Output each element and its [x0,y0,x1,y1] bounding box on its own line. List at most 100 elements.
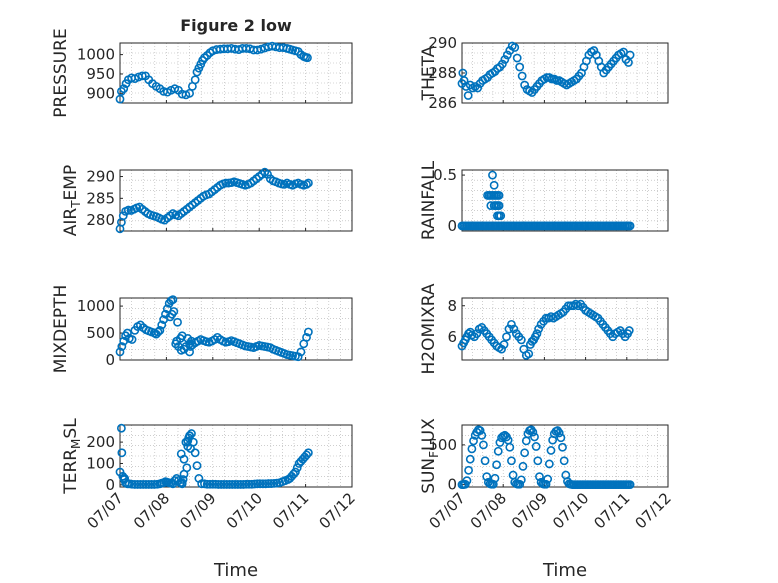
data-point [119,84,129,94]
data-point [464,465,473,475]
data-point [192,461,202,471]
data-point [624,326,634,335]
ytick-label: 0 [105,351,115,369]
data-point [137,71,147,81]
figure-title: Figure 2 low [180,16,292,35]
data-point [208,479,218,489]
data-point [213,480,223,489]
data-point [477,430,487,440]
data-point [190,75,200,85]
data-point [497,59,507,69]
xtick-label: 07/07 [84,489,127,532]
ylabel: PRESSURE [51,28,71,117]
data-point [236,480,246,489]
data-point [528,427,538,437]
data-point [535,472,544,482]
grid [462,170,668,231]
grid [462,298,668,360]
data-point [302,179,311,189]
data-point [185,347,194,357]
data-point [475,426,485,435]
subplot-h2omixra: 6 8 H2OMIXRA [419,283,669,375]
ylabel: AIRTEMP [61,165,83,236]
subplot-mixdepth: 0 500 1000 MIXDEPTH [51,285,353,374]
data-point [502,50,512,60]
data-point [543,474,553,484]
data-point [517,71,527,81]
ytick-label: 290 [86,168,115,186]
ytick-label: 200 [86,433,115,451]
data-point [559,456,569,466]
ytick-label: 900 [86,84,115,102]
data-point [168,295,178,305]
data-point [303,178,313,188]
data-point [256,44,266,54]
ytick-label: 290 [428,34,457,52]
data-point [244,479,254,489]
data-point [493,446,503,456]
axes-frame [119,297,353,361]
ytick-label: 285 [86,189,115,207]
xtick-label: 07/11 [590,489,633,532]
data-point [512,53,522,63]
series-points [457,41,635,100]
series-points [457,299,634,360]
data-point [255,479,265,489]
data-point [509,324,519,334]
data-point [484,191,494,200]
data-point [202,479,212,489]
ytick-label: 0 [447,217,457,235]
data-point [532,329,542,339]
series-points [115,41,312,104]
data-point [241,479,251,489]
ytick-label: 286 [428,94,457,112]
data-point [625,50,635,60]
data-point [544,459,554,469]
data-point [130,480,140,489]
ylabel: MIXDEPTH [51,285,71,374]
ytick-label: 6 [447,328,457,346]
ytick-label: 0 [447,476,457,494]
data-point [127,335,137,344]
xtick-label: 07/12 [632,489,675,532]
ylabel: TERRMSL [61,418,83,495]
data-point [488,479,498,489]
data-point [507,456,516,466]
data-point [463,91,473,100]
data-point [138,480,148,489]
data-point [182,463,192,473]
data-point [296,347,306,357]
series-points [115,167,313,234]
data-point [482,472,492,482]
data-point [500,55,510,64]
data-point [187,336,196,346]
data-point [516,475,526,485]
axes-frame [461,169,669,232]
xlabel: Time [542,560,587,581]
data-point [520,80,530,90]
xtick-label: 07/10 [549,489,592,532]
data-point [153,327,163,337]
data-point [530,432,539,442]
data-point [290,467,300,477]
data-point [488,191,497,200]
data-point [303,448,313,458]
ylabel: RAINFALL [419,160,439,240]
xlabel: Time [213,560,258,581]
data-point [473,83,483,93]
xtick-label: 07/09 [176,489,219,532]
data-point [541,479,551,489]
data-point [502,332,511,342]
data-point [117,342,127,351]
data-point [302,450,311,460]
data-point [117,448,127,458]
axes-frame [119,42,353,104]
data-point [492,460,502,470]
data-point [227,480,237,489]
xtick-label: 07/10 [223,489,266,532]
